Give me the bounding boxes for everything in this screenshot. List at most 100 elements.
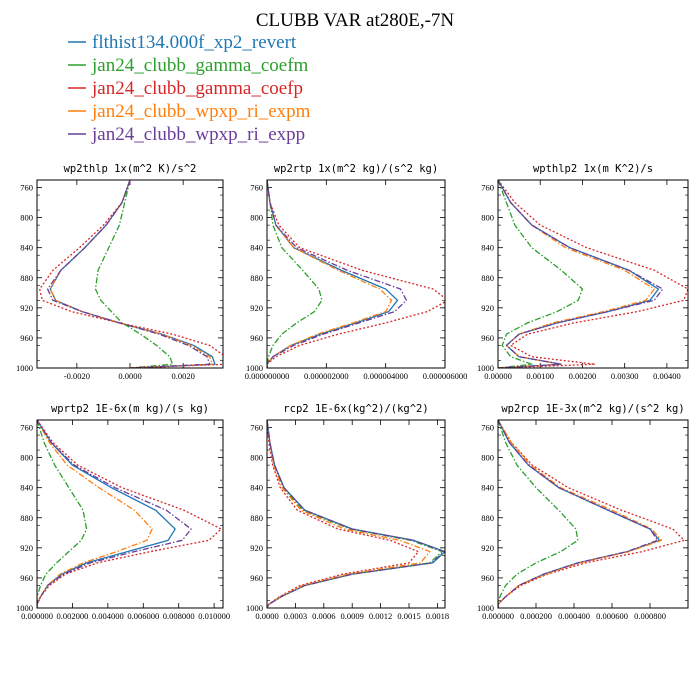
- plot-frame: [266, 419, 446, 609]
- series-group: [39, 180, 223, 368]
- y-tick-label: 880: [250, 273, 263, 283]
- series-line: [498, 420, 661, 608]
- series-line: [498, 180, 584, 368]
- plot-frame: [497, 179, 689, 369]
- y-tick-label: 840: [20, 483, 33, 493]
- x-tick-label: 0.000000: [482, 611, 514, 621]
- y-tick-label: 920: [20, 303, 33, 313]
- x-tick-label: 0.010000: [198, 611, 230, 621]
- y-tick-label: 760: [481, 423, 494, 433]
- series-line: [49, 180, 214, 368]
- y-tick-label: 760: [250, 423, 263, 433]
- x-tick-label: 0.00300: [611, 371, 639, 381]
- y-tick-label: 800: [20, 213, 33, 223]
- series-line: [267, 420, 420, 608]
- x-tick-label: 0.0003: [284, 611, 307, 621]
- x-tick-label: 0.004000: [92, 611, 124, 621]
- x-tick-label: 0.002000: [56, 611, 88, 621]
- panel-title: wp2rcp 1E-3x(m^2 kg)/(s^2 kg): [501, 403, 684, 415]
- y-tick-label: 840: [481, 243, 494, 253]
- series-line: [498, 420, 663, 608]
- legend-label: jan24_clubb_gamma_coefm: [91, 55, 309, 76]
- x-tick-label: -0.0020: [64, 371, 90, 381]
- x-tick-label: 0.0000: [118, 371, 141, 381]
- series-line: [46, 180, 211, 368]
- panel-title: rcp2 1E-6x(kg^2)/(kg^2): [283, 403, 428, 415]
- y-tick-label: 920: [20, 543, 33, 553]
- y-tick-label: 960: [20, 333, 33, 343]
- y-tick-label: 880: [250, 513, 263, 523]
- x-tick-label: 0.0018: [426, 611, 449, 621]
- x-tick-label: 0.0012: [369, 611, 392, 621]
- y-tick-label: 760: [20, 423, 33, 433]
- y-tick-label: 800: [250, 213, 263, 223]
- y-tick-label: 960: [250, 333, 263, 343]
- panel-title: wpthlp2 1x(m K^2)/s: [533, 163, 653, 175]
- plot-frame: [36, 179, 224, 369]
- series-group: [37, 420, 222, 608]
- panel-title: wp2thlp 1x(m^2 K)/s^2: [64, 163, 197, 175]
- y-tick-label: 1000: [16, 603, 33, 613]
- y-tick-label: 800: [481, 213, 494, 223]
- y-tick-label: 840: [250, 243, 263, 253]
- series-line: [39, 180, 223, 368]
- plot-frame: [266, 179, 446, 369]
- legend-label: jan24_clubb_wpxp_ri_expm: [91, 101, 311, 122]
- chart-panel: wp2rtp 1x(m^2 kg)/(s^2 kg) 760 800 840 880 92…: [245, 163, 468, 381]
- series-group: [267, 180, 445, 368]
- x-tick-label: 0.008000: [163, 611, 195, 621]
- y-tick-label: 880: [20, 513, 33, 523]
- legend: flthist134.000f_xp2_revertjan24_clubb_ga…: [68, 32, 311, 145]
- x-tick-label: 0.000006000: [423, 371, 468, 381]
- x-tick-label: 0.000004000: [363, 371, 408, 381]
- y-tick-label: 760: [250, 183, 263, 193]
- x-tick-label: 0.000600: [596, 611, 628, 621]
- panel-title: wprtp2 1E-6x(m kg)/(s kg): [51, 403, 209, 415]
- plot-frame: [36, 419, 224, 609]
- series-line: [498, 420, 685, 608]
- panel-grid: wp2thlp 1x(m^2 K)/s^2 760 800 840 880 920 960 1…: [16, 163, 689, 621]
- series-group: [498, 420, 685, 608]
- y-tick-label: 800: [250, 453, 263, 463]
- y-tick-label: 1000: [16, 363, 33, 373]
- y-tick-label: 880: [481, 273, 494, 283]
- y-tick-label: 1000: [477, 363, 494, 373]
- legend-label: jan24_clubb_gamma_coefp: [91, 78, 303, 99]
- series-line: [267, 180, 323, 368]
- x-tick-label: 0.00400: [653, 371, 681, 381]
- y-tick-label: 920: [250, 543, 263, 553]
- series-line: [267, 420, 445, 608]
- y-tick-label: 760: [481, 183, 494, 193]
- chart-panel: wp2thlp 1x(m^2 K)/s^2 760 800 840 880 920 960 1…: [16, 163, 224, 381]
- series-line: [94, 180, 174, 368]
- y-tick-label: 840: [250, 483, 263, 493]
- y-tick-label: 920: [250, 303, 263, 313]
- x-tick-label: 0.0020: [171, 371, 194, 381]
- series-line: [267, 180, 445, 368]
- chart-panel: wpthlp2 1x(m K^2)/s 760 800 840 880 920 960 100…: [477, 163, 689, 381]
- y-tick-label: 960: [20, 573, 33, 583]
- y-tick-label: 1000: [246, 603, 263, 613]
- y-tick-label: 880: [481, 513, 494, 523]
- series-line: [498, 420, 579, 608]
- y-tick-label: 960: [481, 573, 494, 583]
- y-tick-label: 960: [481, 333, 494, 343]
- y-tick-label: 840: [481, 483, 494, 493]
- x-tick-label: 0.006000: [127, 611, 159, 621]
- plot-frame: [497, 419, 689, 609]
- series-line: [498, 180, 655, 368]
- figure-title: CLUBB VAR at280E,-7N: [256, 10, 455, 31]
- series-line: [37, 420, 192, 608]
- legend-label: flthist134.000f_xp2_revert: [92, 32, 297, 53]
- y-tick-label: 800: [20, 453, 33, 463]
- series-line: [498, 420, 659, 608]
- legend-label: jan24_clubb_wpxp_ri_expp: [91, 124, 305, 145]
- chart-panel: wprtp2 1E-6x(m kg)/(s kg) 760 800 840 880 920…: [16, 403, 230, 621]
- y-tick-label: 840: [20, 243, 33, 253]
- series-group: [267, 420, 445, 608]
- x-tick-label: 0.000000000: [245, 371, 290, 381]
- y-tick-label: 920: [481, 543, 494, 553]
- x-tick-label: 0.0009: [341, 611, 364, 621]
- y-tick-label: 960: [250, 573, 263, 583]
